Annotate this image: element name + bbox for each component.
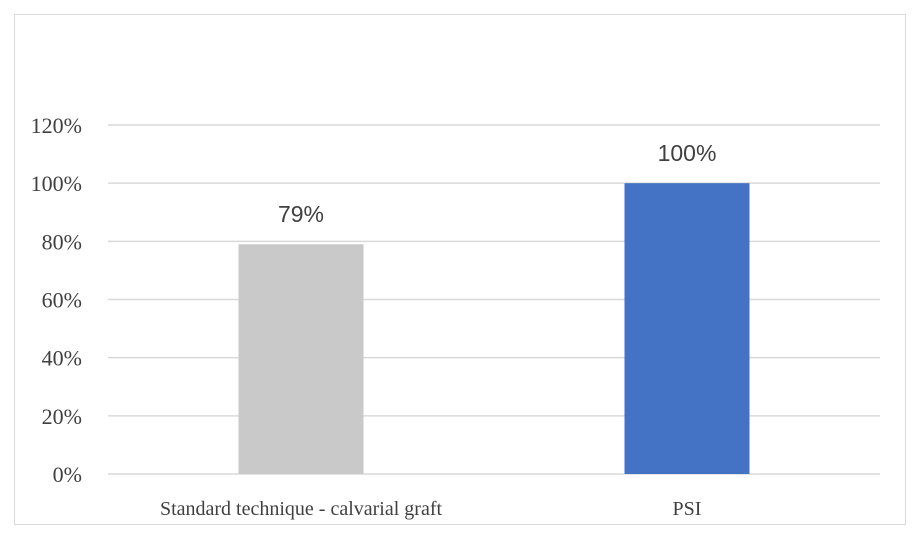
y-tick-label: 40%	[42, 346, 82, 371]
y-tick-label: 20%	[42, 404, 82, 429]
bar-0	[238, 244, 364, 474]
gridlines	[108, 124, 880, 475]
chart-frame	[14, 14, 906, 525]
y-tick-label: 100%	[31, 171, 82, 196]
x-category-label: Standard technique - calvarial graft	[160, 498, 443, 520]
data-label: 79%	[278, 201, 324, 227]
labels: 0% 20% 40% 60% 80% 100% 120% 79% Standard techni…	[31, 113, 717, 520]
bar-1	[624, 183, 750, 474]
y-tick-label: 60%	[42, 288, 82, 313]
data-label: 100%	[658, 140, 717, 166]
y-tick-label: 80%	[42, 229, 82, 254]
y-tick-label: 0%	[53, 462, 82, 487]
bars	[238, 183, 750, 474]
x-category-label: PSI	[673, 498, 702, 520]
y-tick-label: 120%	[31, 113, 82, 138]
